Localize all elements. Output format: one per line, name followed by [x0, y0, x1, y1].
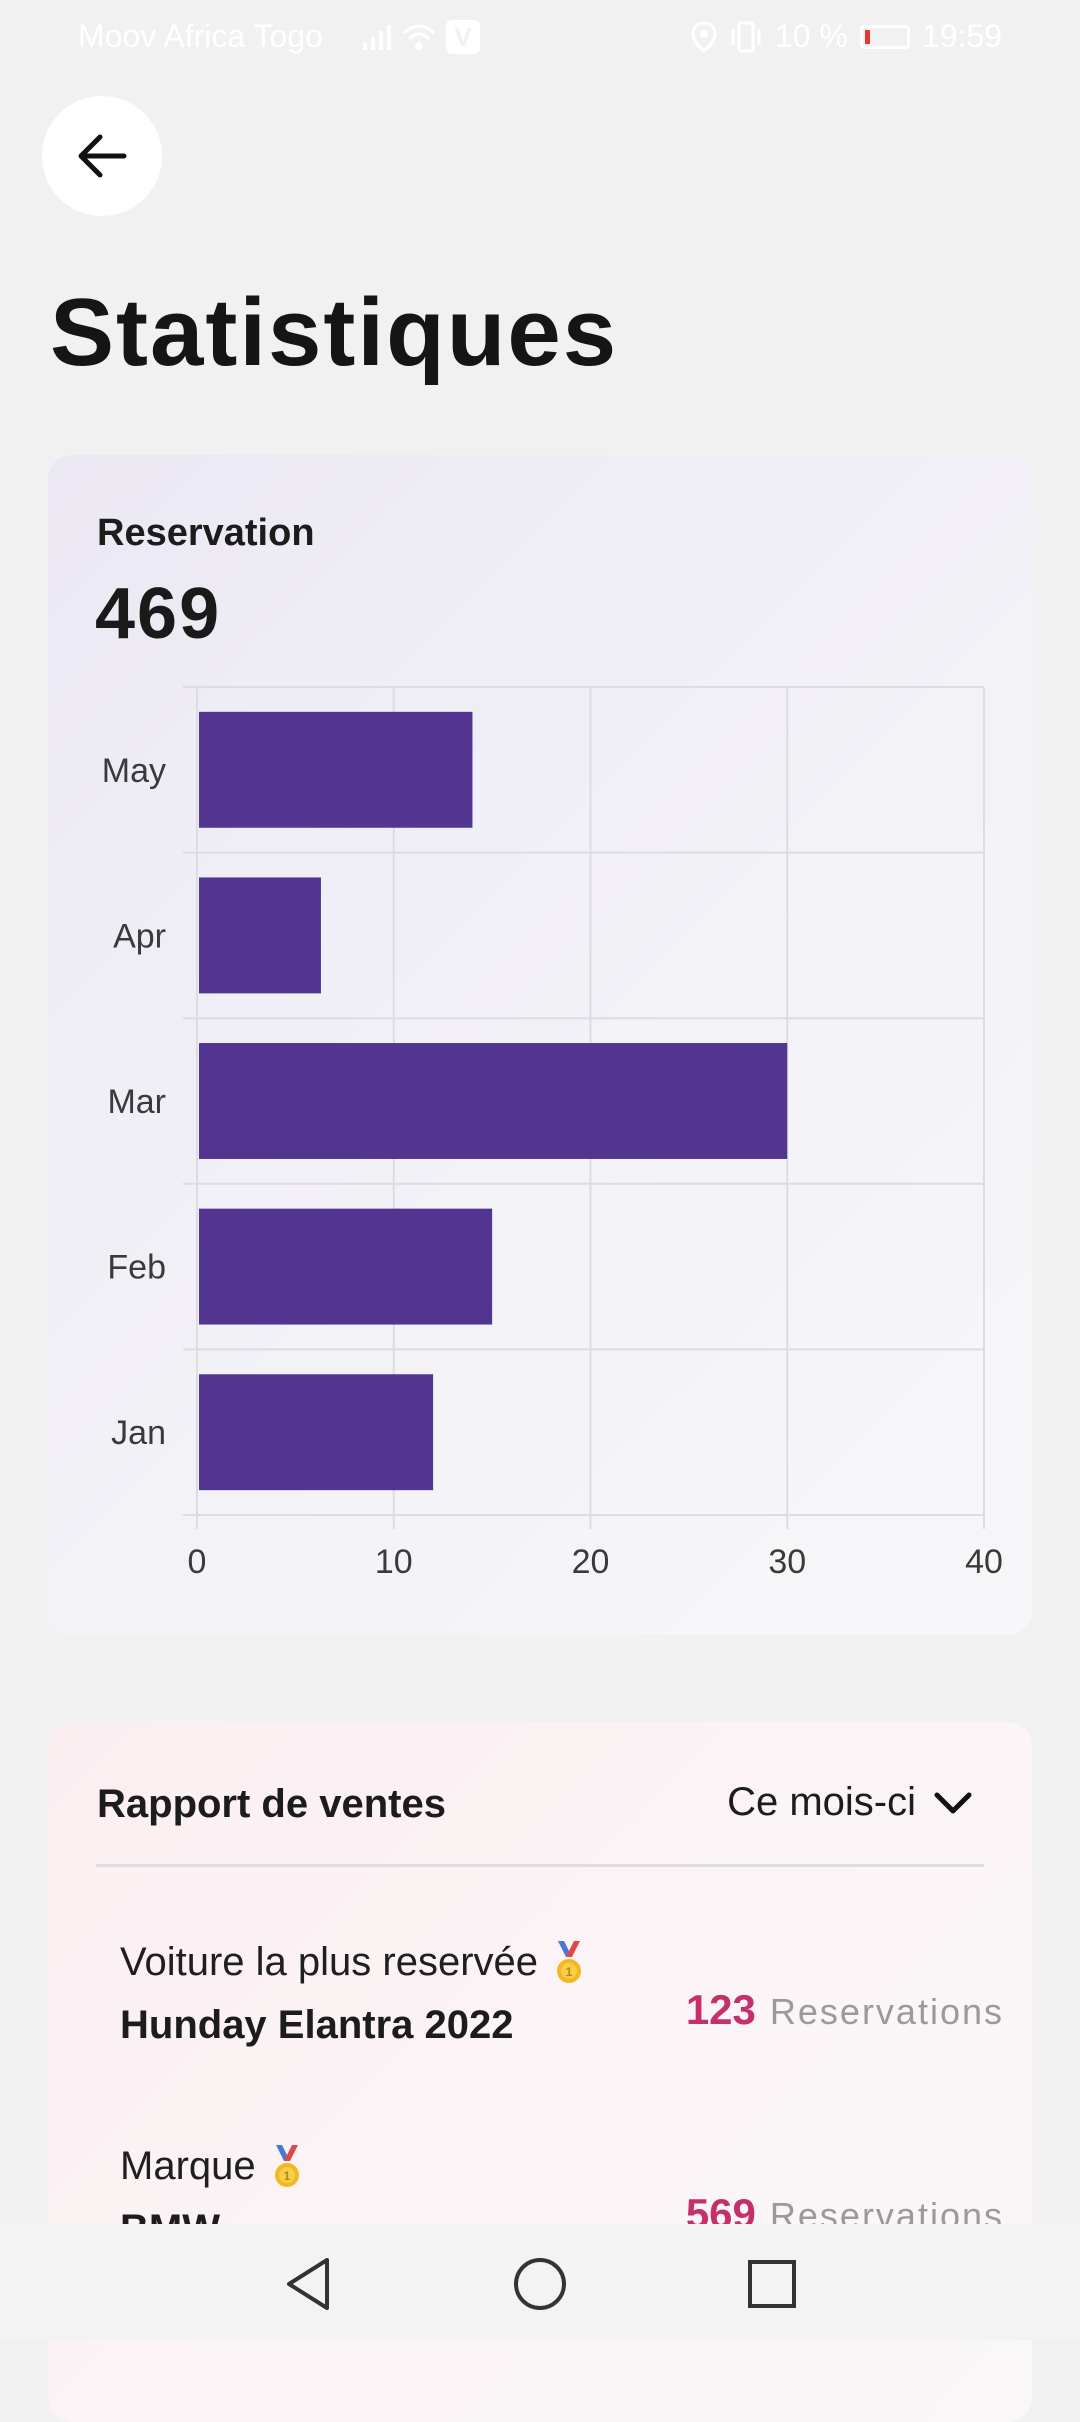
divider — [96, 1864, 984, 1867]
bar — [199, 1043, 788, 1159]
arrow-left-icon — [78, 134, 127, 178]
battery-icon — [859, 24, 910, 49]
svg-text:1: 1 — [566, 1965, 573, 1979]
y-category-label: May — [102, 752, 166, 790]
x-tick-label: 0 — [188, 1543, 207, 1581]
location-icon — [691, 20, 717, 53]
top-car-row: Voiture la plus reservée 1 Hunday Elantr… — [120, 1940, 1002, 2048]
row-name: Hunday Elantra 2022 — [120, 2003, 514, 2047]
sales-report-title: Rapport de ventes — [97, 1782, 446, 1826]
bar — [199, 1374, 434, 1491]
row-kind-label: Voiture la plus reservée — [120, 1940, 539, 1984]
reservation-unit: Reservations — [769, 1991, 1004, 2032]
y-category-label: Feb — [107, 1249, 166, 1287]
row-kind-label: Marque — [120, 2144, 256, 2188]
vibrate-icon — [731, 21, 761, 52]
row-kind: Voiture la plus reservée 1 — [120, 1940, 1000, 1985]
page-title: Statistiques — [50, 279, 619, 386]
row-stat: 123 Reservations — [686, 1986, 1004, 2034]
y-category-label: Jan — [111, 1414, 166, 1452]
nav-back-button[interactable] — [278, 2254, 338, 2314]
reservation-label: Reservation — [97, 512, 315, 554]
triangle-back-icon — [287, 2258, 329, 2310]
gold-medal-icon: 1 — [274, 2144, 299, 2187]
reservation-bar-chart: 0 10 20 30 40 May Apr Mar Feb Jan — [102, 686, 1003, 1581]
circle-home-icon — [514, 2258, 566, 2310]
svg-text:1: 1 — [283, 2169, 290, 2183]
clock: 19:59 — [921, 18, 1002, 54]
nav-recents-button[interactable] — [742, 2254, 802, 2314]
bar — [199, 877, 321, 994]
connectivity-icons: V — [362, 20, 480, 54]
wifi-icon — [402, 24, 436, 50]
x-tick-label: 20 — [572, 1543, 610, 1581]
period-dropdown[interactable]: Ce mois-ci — [727, 1780, 972, 1825]
y-category-label: Apr — [113, 917, 166, 955]
bar — [199, 711, 473, 828]
chevron-down-icon — [934, 1792, 972, 1813]
reservation-card: Reservation 469 0 10 20 30 40 May Apr Mar Feb Jan — [48, 455, 1032, 1635]
row-kind: Marque 1 — [120, 2144, 1000, 2189]
x-tick-label: 30 — [768, 1543, 806, 1581]
signal-icon — [363, 25, 391, 50]
back-button[interactable] — [42, 96, 162, 216]
nav-home-button[interactable] — [510, 2254, 570, 2314]
square-recents-icon — [748, 2260, 796, 2308]
bar — [199, 1208, 493, 1325]
status-right: 10 % 19:59 — [691, 18, 1002, 55]
gold-medal-icon: 1 — [557, 1940, 582, 1983]
reservation-count: 123 — [685, 1986, 756, 2033]
x-tick-label: 10 — [375, 1543, 413, 1581]
y-category-label: Mar — [107, 1083, 166, 1121]
period-label: Ce mois-ci — [727, 1780, 916, 1824]
app-notification-icon: V — [446, 20, 480, 54]
system-nav-bar — [0, 2224, 1080, 2340]
reservation-total: 469 — [95, 574, 222, 654]
carrier-name: Moov Africa Togo — [78, 18, 323, 54]
x-tick-label: 40 — [965, 1543, 1003, 1581]
status-bar: Moov Africa Togo V 10 % 19:59 — [0, 0, 1080, 72]
battery-percent: 10 % — [774, 18, 848, 54]
